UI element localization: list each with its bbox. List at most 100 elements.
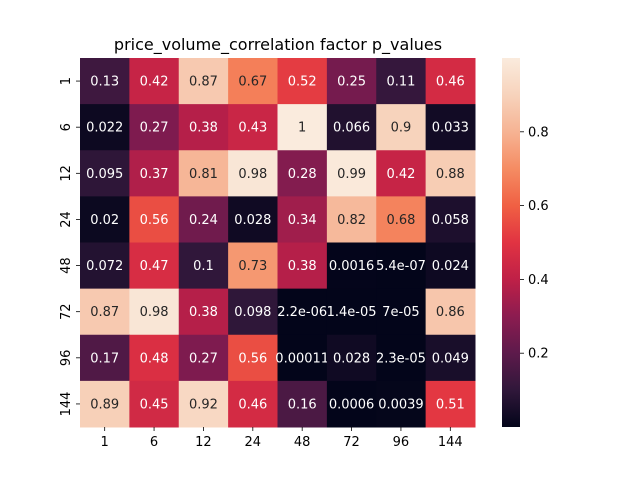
x-tick-label: 1 [101,435,109,450]
heatmap-cell [80,380,130,428]
heatmap-cell [228,58,278,105]
heatmap-cell [228,196,278,243]
heatmap-cell [129,196,180,243]
heatmap-cell [80,196,130,243]
heatmap-cell [376,380,427,428]
cell-value-label: 0.098 [234,305,271,320]
cell-value-label: 0.92 [189,397,218,412]
colorbar-tick-label: 0.4 [528,273,549,288]
heatmap-cell [326,150,377,197]
heatmap-cell [228,288,278,336]
heatmap-cell [425,288,476,336]
x-tick-label: 24 [245,435,262,450]
heatmap-cell [277,288,328,336]
heatmap-cell [228,150,278,197]
heatmap-cell [178,242,229,290]
cell-value-label: 0.28 [288,167,317,182]
heatmap-cell [80,334,130,382]
heatmap-cell [277,242,328,290]
heatmap-cell [129,104,180,151]
cell-value-label: 0.9 [391,121,412,136]
heatmap-cell [228,380,278,428]
cell-value-label: 0.033 [432,121,469,136]
heatmap-cell [178,288,229,336]
x-axis-ticks: 1 6 12 24 48 72 96 144 [101,427,463,450]
colorbar-tick-label: 0.8 [528,125,549,140]
heatmap-cell [425,150,476,197]
heatmap-cell [178,196,229,243]
cell-value-label: 1 [298,121,306,136]
cell-value-label: 0.89 [90,397,119,412]
heatmap-cell [376,58,427,105]
heatmap-cell [80,104,130,151]
cell-value-label: 0.17 [90,351,119,366]
cell-value-label: 0.38 [189,305,218,320]
heatmap-cell [178,58,229,105]
colorbar-ticks: 0.2 0.4 0.6 0.8 [520,125,549,362]
heatmap-cell [326,288,377,336]
heatmap-cell [326,380,377,428]
cell-value-label: 0.47 [140,259,169,274]
y-tick-label: 12 [59,165,74,182]
x-tick-label: 12 [195,435,212,450]
cell-value-label: 0.37 [140,167,169,182]
heatmap-cell [129,288,180,336]
heatmap-cell [129,58,180,105]
cell-value-label: 0.82 [337,213,366,228]
cell-value-label: 0.13 [90,75,119,90]
cell-value-label: 0.16 [288,397,317,412]
heatmap-cell [228,334,278,382]
heatmap-cell [425,196,476,243]
y-tick-label: 48 [59,257,74,274]
cell-value-label: 0.87 [90,305,119,320]
heatmap-cell [425,104,476,151]
cell-value-label: 0.45 [140,397,169,412]
cell-value-label: 0.56 [140,213,169,228]
y-tick-label: 1 [59,77,74,85]
cell-value-label: 2.3e-05 [376,351,426,366]
heatmap-cell [277,150,328,197]
cell-value-label: 0.46 [238,397,267,412]
heatmap-cell [425,242,476,290]
x-tick-label: 6 [150,435,158,450]
cell-value-label: 0.02 [90,213,119,228]
cell-value-label: 0.86 [436,305,465,320]
heatmap-cell [326,334,377,382]
x-tick-label: 72 [343,435,360,450]
heatmap-cell [80,288,130,336]
heatmap-cell [376,150,427,197]
heatmap-cell [376,196,427,243]
colorbar-tick-label: 0.2 [528,347,549,362]
cell-value-label: 0.24 [189,213,218,228]
cell-value-label: 0.38 [288,259,317,274]
cell-value-label: 0.25 [337,75,366,90]
cell-value-label: 0.68 [386,213,415,228]
cell-value-label: 0.1 [193,259,214,274]
y-axis-ticks: 1 6 12 24 48 72 96 144 [59,77,80,416]
heatmap-cell [129,150,180,197]
cell-value-label: 0.52 [288,75,317,90]
x-tick-label: 144 [438,435,463,450]
cell-value-label: 2.2e-06 [277,305,327,320]
heatmap-cell [376,288,427,336]
heatmap-cell [277,380,328,428]
cell-value-label: 0.00011 [275,351,329,366]
cell-value-label: 0.42 [386,167,415,182]
heatmap-cell [425,380,476,428]
cell-value-label: 0.066 [333,121,370,136]
cell-value-label: 0.98 [140,305,169,320]
cell-value-label: 0.42 [140,75,169,90]
heatmap-cell [326,242,377,290]
cell-value-label: 1.4e-05 [327,305,377,320]
cell-value-label: 0.0039 [378,397,424,412]
heatmap-cell [129,334,180,382]
heatmap-cell [425,58,476,105]
y-tick-label: 96 [59,350,74,367]
cell-value-label: 0.87 [189,75,218,90]
cell-value-label: 7e-05 [382,305,420,320]
cell-value-label: 0.095 [86,167,123,182]
cell-value-label: 0.049 [432,351,469,366]
cell-value-label: 0.024 [432,259,469,274]
cell-value-label: 0.028 [333,351,370,366]
